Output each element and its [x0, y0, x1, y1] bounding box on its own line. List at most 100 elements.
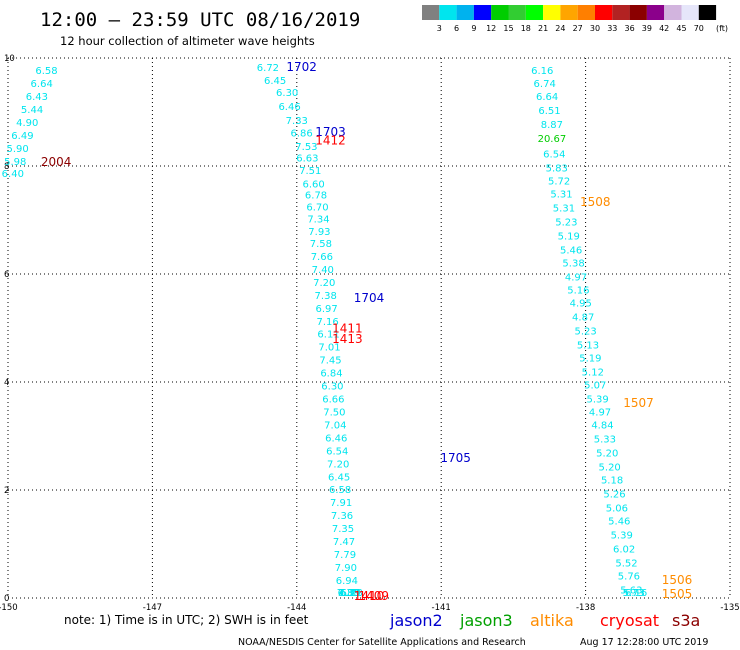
- colorbar-swatch: [456, 5, 474, 20]
- colorbar-swatch: [422, 5, 440, 20]
- legend-s3a: s3a: [672, 611, 700, 630]
- wave-height-label: 5.23: [574, 326, 596, 337]
- wave-height-label: 6.78: [341, 588, 363, 599]
- wave-height-label: 5.83: [546, 163, 568, 174]
- legend-jason3: jason3: [459, 611, 513, 630]
- wave-height-label: 4.95: [570, 298, 592, 309]
- wave-height-label: 6.30: [321, 382, 343, 393]
- y-tick-label: 8: [4, 162, 9, 172]
- wave-height-label: 4.84: [591, 420, 613, 431]
- wave-height-label: 5.98: [4, 157, 26, 168]
- wave-height-label: 6.54: [543, 149, 565, 160]
- wave-height-label: 5.38: [562, 258, 584, 269]
- wave-height-label: 7.39: [339, 588, 361, 599]
- wave-height-label: 7.04: [324, 420, 346, 431]
- footer-note: note: 1) Time is in UTC; 2) SWH is in fe…: [64, 613, 309, 627]
- wave-height-label: 6.74: [534, 79, 556, 90]
- wave-height-label: 7.34: [307, 215, 329, 226]
- axes: -150 -147 -144 -141 -138 -135 0 2 4 6 8 10: [0, 54, 740, 613]
- wave-height-label: 6.64: [31, 79, 53, 90]
- x-tick-label: -150: [0, 603, 18, 613]
- wave-height-label: 7.53: [295, 142, 317, 153]
- wave-height-label: 6.84: [320, 369, 342, 380]
- wave-height-label: 5.18: [601, 476, 623, 487]
- wave-height-label: 6.60: [303, 180, 325, 191]
- wave-height-label: 6.70: [306, 202, 328, 213]
- x-tick-label: -138: [576, 603, 595, 613]
- wave-height-label: 6.78: [305, 190, 327, 201]
- wave-height-label: 7.58: [310, 239, 332, 250]
- pass-number-label: 1703: [315, 125, 346, 139]
- wave-height-label: 5.31: [550, 189, 572, 200]
- wave-height-label: 6.97: [316, 304, 338, 315]
- wave-height-label: 6.64: [536, 92, 558, 103]
- wave-height-label: 7.93: [308, 227, 330, 238]
- x-tick-label: -135: [720, 603, 739, 613]
- wave-height-label: 5.44: [21, 105, 43, 116]
- colorbar-swatch: [439, 5, 457, 20]
- wave-height-label: 6.46: [325, 433, 347, 444]
- colorbar-tick-label: 12: [486, 24, 496, 33]
- satellite-legend: jason2 jason3 altika cryosat s3a: [389, 611, 700, 630]
- pass-number-label: 1412: [315, 133, 346, 147]
- y-tick-label: 6: [4, 270, 9, 280]
- wave-height-label: 6.66: [322, 395, 344, 406]
- wave-height-label: 5.39: [611, 531, 633, 542]
- wave-height-label: 5.33: [594, 434, 616, 445]
- wave-height-label: 6.45: [328, 472, 350, 483]
- pass-number-label: 1705: [440, 451, 471, 465]
- colorbar-swatch: [595, 5, 613, 20]
- wave-height-label: 6.21: [340, 588, 362, 599]
- wave-height-label: 6.58: [329, 485, 351, 496]
- wave-height-label: 7.79: [334, 550, 356, 561]
- wave-height-label: 6.58: [35, 66, 57, 77]
- wave-height-label: 6.63: [296, 154, 318, 165]
- wave-height-label: 6.16: [625, 588, 647, 599]
- color-scale-legend: 3 6 9 12 15 18 21 24 27 30 33 36 39 42 45 70: [422, 5, 717, 33]
- wave-height-label: 6.54: [326, 446, 348, 457]
- pass-number-label: 1411: [332, 321, 363, 335]
- wave-height-label: 7.45: [319, 356, 341, 367]
- wave-height-label: 6.11: [317, 330, 339, 341]
- y-tick-label: 4: [4, 378, 9, 388]
- colorbar-swatch: [629, 5, 647, 20]
- colorbar-tick-label: 39: [642, 24, 652, 33]
- wave-height-label: 7.47: [333, 537, 355, 548]
- wave-height-label: 5.23: [555, 217, 577, 228]
- wave-height-label: 6.94: [336, 576, 358, 587]
- x-tick-label: -147: [143, 603, 162, 613]
- colorbar-swatch: [681, 5, 699, 20]
- wave-height-label: 4.87: [572, 312, 594, 323]
- wave-height-label: 5.46: [560, 245, 582, 256]
- wave-height-label: 8.87: [541, 120, 563, 131]
- wave-height-label: 5.76: [618, 572, 640, 583]
- wave-height-label: 5.52: [615, 559, 637, 570]
- colorbar-tick-label: 33: [607, 24, 617, 33]
- legend-altika: altika: [530, 611, 574, 630]
- wave-height-label: 6.40: [2, 169, 24, 180]
- pass-number-label: 1508: [580, 195, 611, 209]
- wave-height-label: 7.51: [299, 166, 321, 177]
- colorbar-tick-label: 36: [625, 24, 635, 33]
- wave-height-label: 6.49: [11, 131, 33, 142]
- wave-height-label: 7.01: [318, 343, 340, 354]
- wave-height-label: 7.33: [286, 116, 308, 127]
- wave-height-label: 7.90: [335, 563, 357, 574]
- colorbar-swatch: [646, 5, 665, 20]
- pass-number-label: 1410: [354, 589, 385, 603]
- colorbar-swatch: [508, 5, 526, 20]
- colorbar-tick-label: 15: [503, 24, 513, 33]
- colorbar-swatch: [612, 5, 630, 20]
- wave-height-label: 7.91: [330, 498, 352, 509]
- data-marks: 6.58 6.64 6.43 5.44 4.90 6.49 5.90 5.986.40 6.72…: [2, 60, 693, 603]
- pass-number-label: 1506: [662, 573, 693, 587]
- chart-title: 12:00 — 23:59 UTC 08/16/2019: [40, 9, 360, 31]
- wave-height-label: 5.19: [579, 353, 601, 364]
- wave-height-label: 6.72: [257, 63, 279, 74]
- colorbar-tick-label: 9: [471, 24, 476, 33]
- wave-height-label: 5.73: [623, 588, 645, 599]
- pass-number-label: 1702: [286, 60, 317, 74]
- wave-height-label: 6.86: [290, 128, 312, 139]
- x-tick-label: -144: [287, 603, 306, 613]
